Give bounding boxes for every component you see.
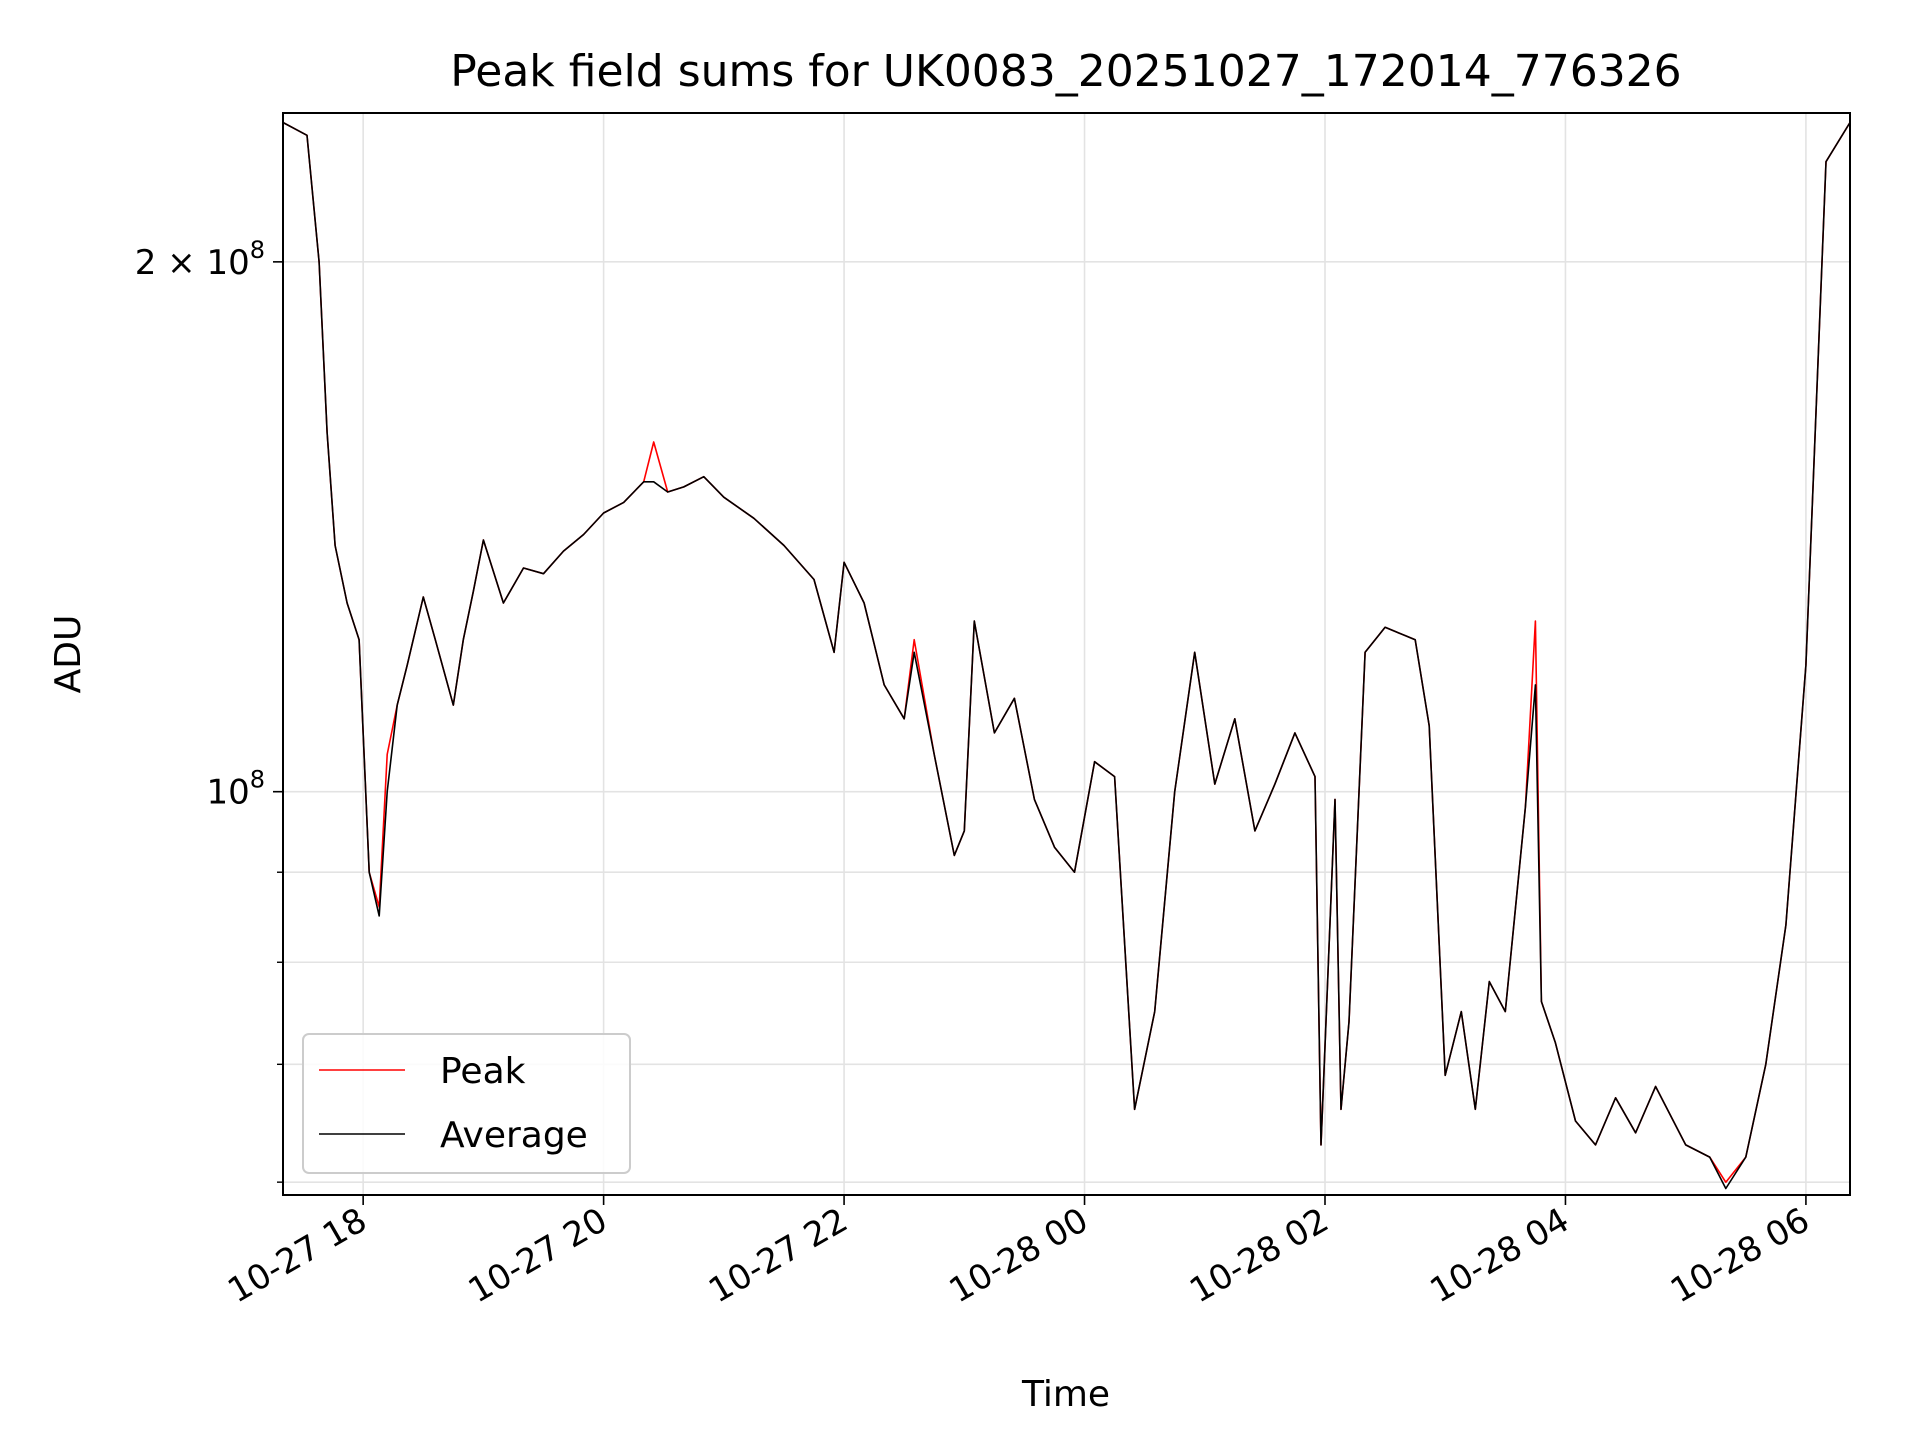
- y-tick-label: 108: [206, 766, 265, 813]
- x-axis-label: Time: [1021, 1374, 1110, 1415]
- y-tick-label: 2 × 108: [135, 236, 265, 283]
- legend-box: [302, 1033, 631, 1174]
- grid: [283, 113, 1850, 1195]
- legend: Peak Average: [302, 1033, 631, 1174]
- y-axis: 2 × 108 108: [135, 236, 283, 1183]
- legend-peak-label: Peak: [440, 1051, 526, 1092]
- chart-title: Peak field sums for UK0083_20251027_1720…: [450, 46, 1681, 97]
- series-line-average: [282, 121, 1851, 1190]
- y-axis-label: ADU: [48, 615, 89, 694]
- series-lines: [282, 121, 1851, 1190]
- legend-average-label: Average: [440, 1115, 588, 1156]
- plot-frame: [282, 112, 1851, 1196]
